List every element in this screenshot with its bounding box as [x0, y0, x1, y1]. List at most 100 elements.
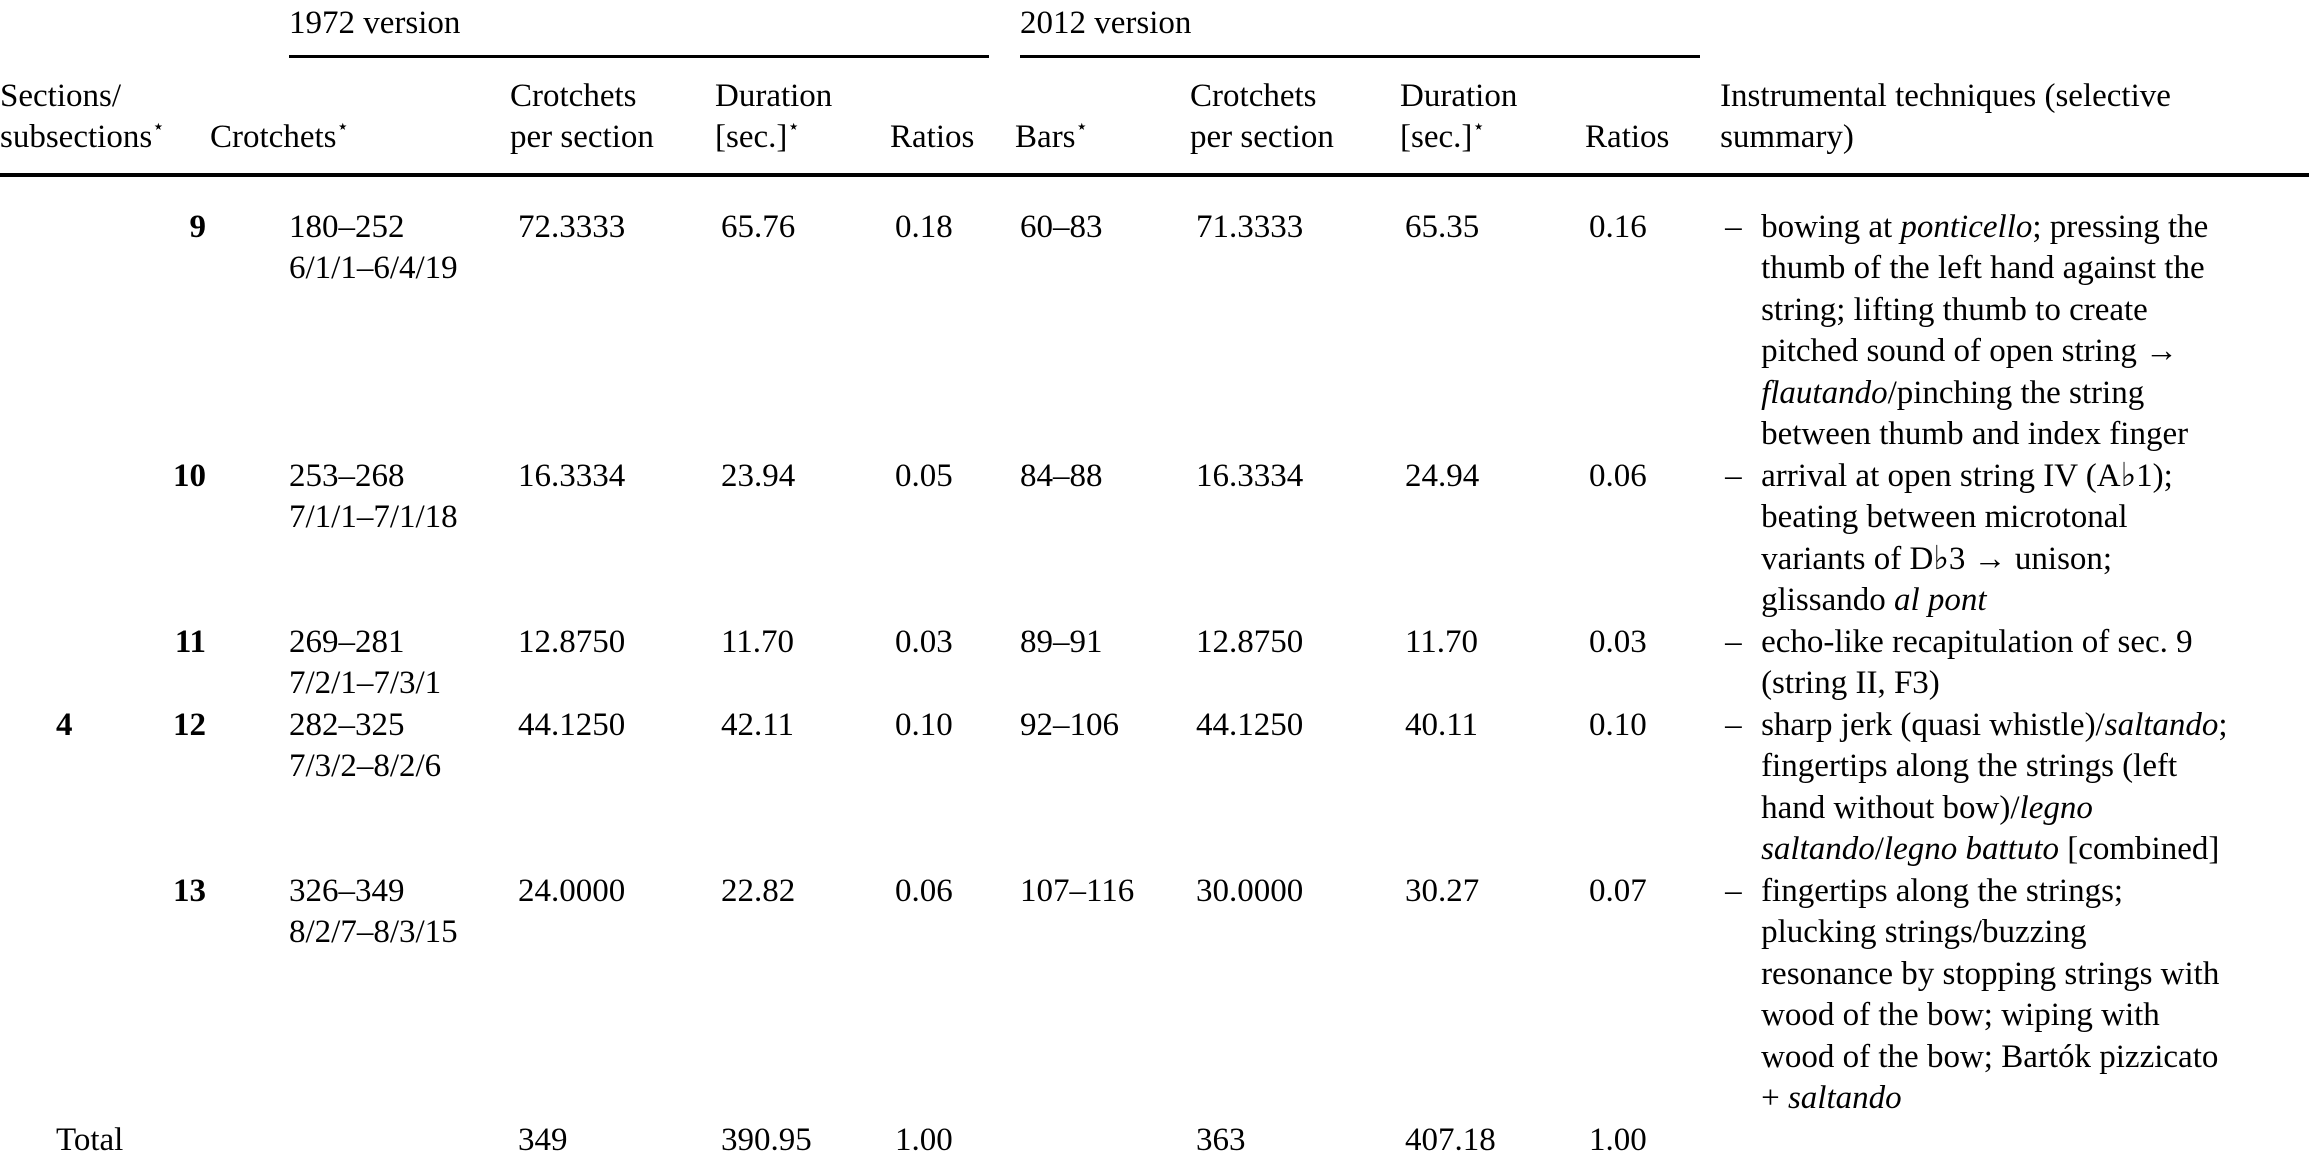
technique-text: fingertips along the strings; [1761, 872, 2124, 909]
bars-2012: 92–106 [1020, 706, 1120, 743]
technique-line: wood of the bow; Bartók pizzicato [1725, 1037, 2309, 1079]
crotchets-per-section-2012: 71.3333 [1196, 208, 1304, 245]
crotchets-per-section-1972: 72.3333 [518, 208, 626, 245]
technique-line: – sharp jerk (quasi whistle)/saltando; [1725, 705, 2309, 747]
bars-2012: 89–91 [1020, 623, 1103, 660]
header-line: Bars⋆ [1015, 116, 1089, 155]
crotchets-range: 326–349 [289, 872, 405, 909]
technique-text: fingertips along the strings (left [1761, 748, 2178, 784]
techniques-cell: – bowing at ponticello; pressing the thumb… [1720, 175, 2309, 456]
header-line: [sec.]⋆ [715, 116, 800, 155]
item-dash: – [1725, 706, 1742, 743]
bars-2012: 107–116 [1020, 872, 1135, 909]
subsection-number: 9 [189, 208, 207, 245]
column-header-row: Sections/ subsections⋆ Crotchets⋆ Crotch… [0, 57, 2309, 177]
table-row: 11 269–281 7/2/1–7/3/1 12.8750 11.70 0.03 89–9… [0, 622, 2309, 705]
star-marker: ⋆ [1472, 116, 1485, 138]
ratio-2012: 0.06 [1589, 457, 1647, 494]
crotchets-position: 7/3/2–8/2/6 [289, 748, 442, 784]
section-number [0, 175, 150, 456]
technique-line: – fingertips along the strings; [1725, 871, 2309, 913]
item-dash: – [1725, 623, 1742, 660]
technique-text: wood of the bow; Bartók pizzicato [1761, 1038, 2219, 1075]
section-number [0, 871, 150, 1120]
crotchets-cell: 180–252 6/1/1–6/4/19 [210, 175, 510, 456]
col-crotchets: Crotchets⋆ [210, 57, 510, 177]
duration-2012: 40.11 [1405, 706, 1479, 743]
technique-text: string; lifting thumb to create [1761, 291, 2148, 328]
duration-2012: 65.35 [1405, 208, 1480, 245]
duration-2012: 30.27 [1405, 872, 1480, 909]
technique-term-italic: saltando [1787, 1080, 1902, 1116]
duration-1972: 11.70 [721, 623, 795, 660]
technique-term-italic: flautando [1761, 374, 1888, 411]
technique-text: beating between microtonal [1761, 499, 2128, 535]
table-row: 4 12 282–325 7/3/2–8/2/6 44.1250 42.11 0.10 92–… [0, 705, 2309, 871]
technique-text: hand without bow)/ [1761, 789, 2020, 826]
duration-1972: 23.94 [721, 457, 796, 494]
crotchets-cell: 253–268 7/1/1–7/1/18 [210, 456, 510, 622]
technique-text: ; [2218, 706, 2228, 743]
techniques-cell: – echo-like recapitulation of sec. 9 (stri… [1720, 622, 2309, 705]
technique-term-italic: legno battuto [1883, 831, 2059, 867]
technique-term-italic: saltando [1761, 831, 1875, 867]
technique-text: /pinching the string [1887, 374, 2145, 411]
technique-text: + [1761, 1080, 1788, 1116]
crotchets-position: 6/1/1–6/4/19 [289, 250, 458, 286]
col-crotchets-per-section-1972: Crotchets per section [510, 57, 715, 177]
subsection-number: 12 [173, 706, 206, 743]
col-crotchets-per-section-2012: Crotchets per section [1190, 57, 1401, 177]
technique-text: pitched sound of open string → [1761, 333, 2179, 369]
col-bars-2012: Bars⋆ [1015, 57, 1191, 177]
item-dash: – [1725, 208, 1742, 245]
technique-text: variants of D♭3 → unison; [1761, 540, 2113, 577]
technique-text: / [1874, 831, 1884, 867]
technique-text: arrival at open string IV (A♭1); [1761, 457, 2173, 494]
section-number: 4 [56, 706, 73, 743]
star-marker: ⋆ [152, 116, 165, 138]
duration-1972: 65.76 [721, 208, 796, 245]
version-header-spacer [0, 0, 210, 58]
technique-line: wood of the bow; wiping with [1725, 995, 2309, 1037]
crotchets-per-section-1972: 16.3334 [518, 457, 626, 494]
technique-line: + saltando [1725, 1078, 2309, 1120]
crotchets-per-section-2012: 44.1250 [1196, 706, 1304, 743]
table-row: 13 326–349 8/2/7–8/3/15 24.0000 22.82 0.06 107… [0, 871, 2309, 1120]
header-line: Sections/ [0, 77, 121, 114]
header-line: per section [1190, 119, 1334, 155]
header-line: Ratios [1585, 119, 1670, 155]
technique-term-italic: saltando [2104, 706, 2219, 743]
technique-line: flautando/pinching the string [1725, 373, 2309, 415]
subsection-number: 11 [174, 623, 206, 660]
version-2012-label: 2012 version [1020, 5, 1192, 41]
section-number [0, 622, 150, 705]
technique-text: wood of the bow; wiping with [1761, 997, 2160, 1033]
technique-line: pitched sound of open string → [1725, 331, 2309, 373]
technique-line: hand without bow)/legno [1725, 788, 2309, 830]
header-line: Ratios [890, 119, 975, 155]
col-duration-1972: Duration [sec.]⋆ [715, 57, 890, 177]
technique-line: thumb of the left hand against the [1725, 248, 2309, 290]
technique-text: ; pressing the [2032, 208, 2209, 245]
technique-line: plucking strings/buzzing [1725, 912, 2309, 954]
technique-text: [combined] [2059, 831, 2220, 867]
technique-term-italic: ponticello [1900, 208, 2033, 245]
crotchets-range: 253–268 [289, 457, 405, 494]
header-line: Duration [715, 77, 833, 114]
technique-text: resonance by stopping strings with [1761, 955, 2220, 992]
duration-2012: 11.70 [1405, 623, 1479, 660]
subsection-number: 13 [173, 872, 206, 909]
crotchets-per-section-1972: 44.1250 [518, 706, 626, 743]
technique-term-italic: al pont [1893, 582, 1987, 618]
ratio-2012: 0.07 [1589, 872, 1647, 909]
header-line: Crotchets [1190, 77, 1317, 114]
ratio-2012: 0.10 [1589, 706, 1647, 743]
duration-2012: 24.94 [1405, 457, 1480, 494]
version-1972-label: 1972 version [289, 5, 461, 41]
ratio-2012: 0.16 [1589, 208, 1647, 245]
crotchets-position: 7/2/1–7/3/1 [289, 665, 442, 701]
technique-line: (string II, F3) [1725, 663, 2309, 705]
star-marker: ⋆ [1075, 116, 1089, 138]
table-row: 9 180–252 6/1/1–6/4/19 72.3333 65.76 0.18 60–8… [0, 175, 2309, 456]
technique-text: sharp jerk (quasi whistle)/ [1761, 706, 2105, 743]
